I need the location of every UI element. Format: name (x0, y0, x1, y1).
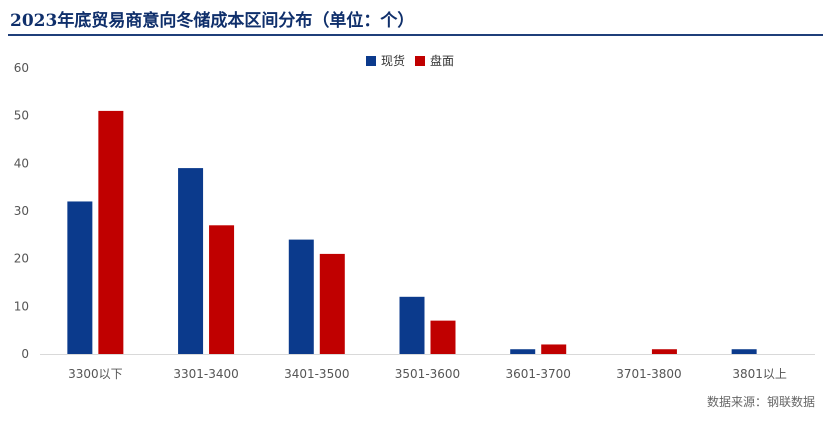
x-tick-label: 3601-3700 (506, 367, 571, 381)
source-note: 数据来源：钢联数据 (706, 395, 815, 409)
x-tick-label: 3501-3600 (395, 367, 460, 381)
bar-futures-2 (319, 253, 345, 354)
bar-spot-3 (399, 296, 425, 354)
bar-spot-4 (510, 349, 536, 354)
bar-spot-1 (178, 168, 204, 354)
x-tick-label: 3701-3800 (616, 367, 681, 381)
chart-legend: 现货 盘面 (366, 52, 464, 69)
bar-futures-5 (651, 349, 677, 354)
legend-item-futures: 盘面 (415, 52, 454, 69)
y-tick-label: 60 (14, 61, 29, 75)
legend-label-spot: 现货 (381, 54, 406, 68)
bar-futures-1 (209, 225, 235, 354)
x-tick-label: 3300以下 (68, 367, 123, 381)
chart-title: 2023年底贸易商意向冬储成本区间分布（单位：个） (10, 11, 415, 31)
x-tick-label: 3401-3500 (284, 367, 349, 381)
y-tick-label: 50 (14, 109, 29, 123)
y-tick-label: 40 (14, 156, 29, 170)
y-tick-label: 10 (14, 299, 29, 313)
bar-futures-0 (98, 110, 124, 355)
bar-spot-2 (288, 239, 314, 354)
y-tick-label: 0 (21, 347, 29, 361)
title-divider (8, 34, 823, 36)
legend-swatch-spot (366, 55, 376, 66)
legend-swatch-futures (415, 55, 426, 66)
bar-spot-0 (67, 201, 93, 354)
y-tick-label: 20 (14, 252, 29, 266)
bar-spot-6 (731, 349, 757, 354)
bar-futures-4 (541, 344, 567, 354)
x-tick-label: 3301-3400 (173, 367, 238, 381)
legend-label-futures: 盘面 (430, 54, 455, 68)
bar-futures-3 (430, 320, 456, 354)
y-tick-label: 30 (14, 204, 29, 218)
legend-item-spot: 现货 (366, 52, 405, 69)
x-tick-label: 3801以上 (732, 367, 787, 381)
